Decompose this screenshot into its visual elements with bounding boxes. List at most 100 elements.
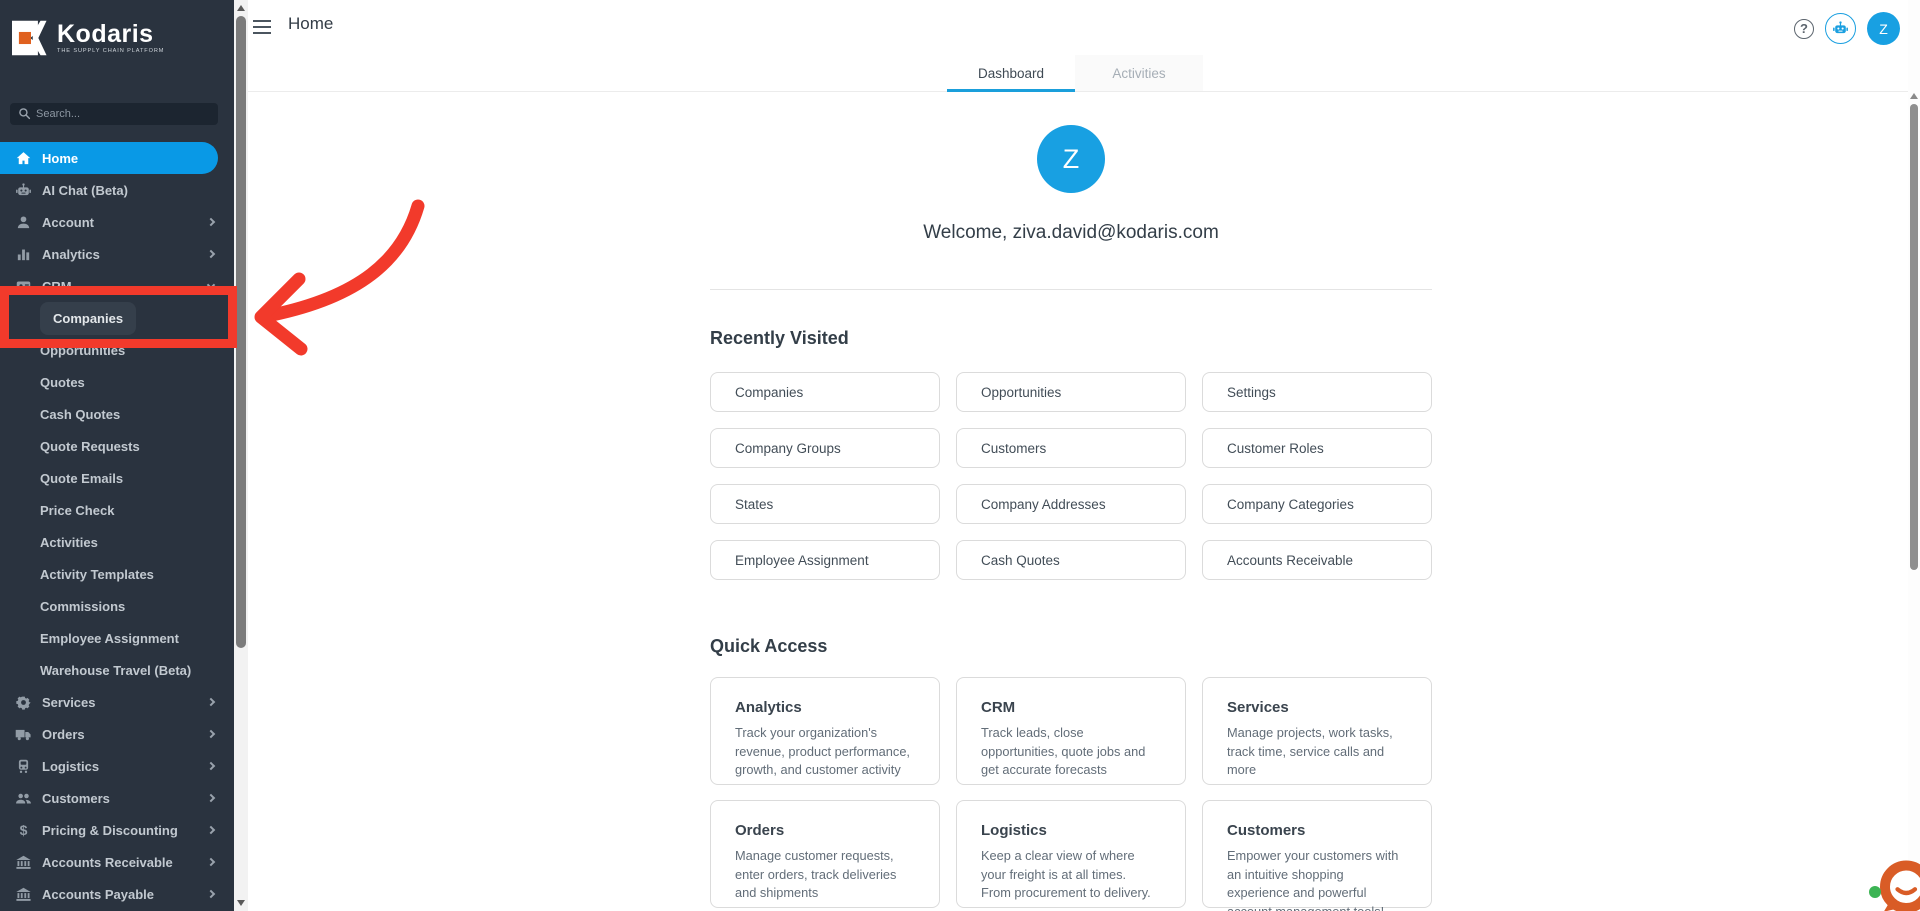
- divider: [710, 289, 1432, 290]
- sidebar-item-ai-chat[interactable]: AI Chat (Beta): [0, 174, 234, 206]
- truck-icon: [15, 726, 32, 743]
- recently-visited-heading: Recently Visited: [710, 328, 849, 348]
- sidebar-item-orders[interactable]: Orders: [0, 718, 234, 750]
- brand-name: Kodaris: [57, 20, 154, 48]
- welcome-text: Welcome, ziva.david@kodaris.com: [923, 222, 1219, 243]
- recently-visited-grid: Companies Opportunities Settings Company…: [710, 372, 1432, 580]
- bank-icon: [15, 854, 32, 871]
- sidebar-item-crm[interactable]: CRM: [0, 270, 234, 302]
- chat-widget-button[interactable]: [1875, 858, 1920, 911]
- recently-visited-card[interactable]: Customers: [956, 428, 1186, 468]
- sidebar-item-cash-quotes[interactable]: Cash Quotes: [40, 406, 121, 422]
- quick-access-card-logistics[interactable]: Logistics Keep a clear view of where you…: [956, 800, 1186, 908]
- sidebar-item-services[interactable]: Services: [0, 686, 234, 718]
- sidebar-item-accounts-receivable[interactable]: Accounts Receivable: [0, 846, 234, 878]
- quick-access-card-customers[interactable]: Customers Empower your customers with an…: [1202, 800, 1432, 911]
- recently-visited-card[interactable]: Employee Assignment: [710, 540, 940, 580]
- tab-activities[interactable]: Activities: [1075, 55, 1203, 91]
- recently-visited-card[interactable]: Opportunities: [956, 372, 1186, 412]
- home-icon: [15, 150, 32, 167]
- main-scrollbar[interactable]: [1908, 0, 1920, 911]
- ai-chat-button[interactable]: [1825, 13, 1856, 44]
- chevron-down-icon: [206, 280, 216, 290]
- sidebar-item-commissions[interactable]: Commissions: [40, 598, 126, 614]
- sidebar-item-quote-emails[interactable]: Quote Emails: [40, 470, 124, 486]
- chevron-right-icon: [206, 249, 216, 259]
- welcome-avatar: Z: [1037, 125, 1105, 193]
- sidebar-item-pricing-discounting[interactable]: $ Pricing & Discounting: [0, 814, 234, 846]
- sidebar-item-quotes[interactable]: Quotes: [40, 374, 85, 390]
- sidebar-item-quote-requests[interactable]: Quote Requests: [40, 438, 140, 454]
- chevron-right-icon: [206, 889, 216, 899]
- recently-visited-card[interactable]: Accounts Receivable: [1202, 540, 1432, 580]
- page-title: Home: [288, 14, 334, 33]
- robot-icon: [1833, 21, 1848, 34]
- scroll-down-arrow[interactable]: [237, 900, 245, 906]
- chevron-right-icon: [206, 217, 216, 227]
- kodaris-logo-icon: [12, 20, 47, 56]
- scrollbar-thumb[interactable]: [1910, 104, 1918, 570]
- robot-icon: [15, 182, 32, 199]
- quick-access-card-analytics[interactable]: Analytics Track your organization's reve…: [710, 677, 940, 785]
- sidebar-item-analytics[interactable]: Analytics: [0, 238, 234, 270]
- dashboard-content: Z Welcome, ziva.david@kodaris.com Recent…: [710, 92, 1432, 911]
- scroll-up-arrow[interactable]: [237, 5, 245, 11]
- sidebar-item-activities[interactable]: Activities: [40, 534, 98, 550]
- quick-access-card-orders[interactable]: Orders Manage customer requests, enter o…: [710, 800, 940, 908]
- chevron-right-icon: [206, 793, 216, 803]
- sidebar: Kodaris THE SUPPLY CHAIN PLATFORM Home A…: [0, 0, 234, 911]
- recently-visited-card[interactable]: Company Addresses: [956, 484, 1186, 524]
- online-status-dot: [1869, 886, 1881, 898]
- brand-logo[interactable]: Kodaris THE SUPPLY CHAIN PLATFORM: [0, 0, 234, 64]
- chevron-right-icon: [206, 857, 216, 867]
- sidebar-item-accounts-payable[interactable]: Accounts Payable: [0, 878, 234, 910]
- quick-access-heading: Quick Access: [710, 636, 828, 656]
- sidebar-item-logistics[interactable]: Logistics: [0, 750, 234, 782]
- quick-access-card-services[interactable]: Services Manage projects, work tasks, tr…: [1202, 677, 1432, 785]
- recently-visited-card[interactable]: Settings: [1202, 372, 1432, 412]
- chevron-right-icon: [206, 761, 216, 771]
- search-input[interactable]: [10, 103, 218, 125]
- quick-access-grid: Analytics Track your organization's reve…: [710, 677, 1432, 911]
- recently-visited-card[interactable]: Companies: [710, 372, 940, 412]
- recently-visited-card[interactable]: Customer Roles: [1202, 428, 1432, 468]
- sidebar-item-companies[interactable]: Companies: [0, 301, 234, 335]
- tab-bar: Dashboard Activities: [248, 55, 1908, 92]
- scroll-up-arrow[interactable]: [1910, 93, 1918, 99]
- sidebar-item-price-check[interactable]: Price Check: [40, 502, 115, 518]
- dollar-icon: $: [19, 822, 28, 838]
- sidebar-item-home[interactable]: Home: [0, 142, 218, 174]
- chat-bubble-icon: [1880, 860, 1920, 911]
- recently-visited-card[interactable]: Company Groups: [710, 428, 940, 468]
- person-icon: [15, 214, 32, 231]
- help-icon[interactable]: ?: [1794, 18, 1814, 39]
- recently-visited-card[interactable]: States: [710, 484, 940, 524]
- sidebar-scrollbar[interactable]: [234, 0, 248, 911]
- tab-dashboard[interactable]: Dashboard: [947, 55, 1075, 92]
- sidebar-item-account[interactable]: Account: [0, 206, 234, 238]
- brand-tagline: THE SUPPLY CHAIN PLATFORM: [57, 48, 165, 54]
- recently-visited-card[interactable]: Cash Quotes: [956, 540, 1186, 580]
- chevron-right-icon: [206, 697, 216, 707]
- sidebar-item-customers[interactable]: Customers: [0, 782, 234, 814]
- crm-icon: [15, 278, 32, 295]
- topbar: Home ? Z: [248, 0, 1908, 55]
- bar-chart-icon: [15, 246, 32, 263]
- scrollbar-thumb[interactable]: [236, 16, 246, 648]
- gear-icon: [15, 694, 32, 711]
- search-icon: [19, 108, 31, 120]
- chevron-right-icon: [206, 729, 216, 739]
- sidebar-search: [10, 103, 218, 125]
- user-avatar[interactable]: Z: [1867, 12, 1900, 45]
- people-icon: [15, 790, 32, 807]
- recently-visited-card[interactable]: Company Categories: [1202, 484, 1432, 524]
- main-area: Home ? Z Dashboard Activities Z Welcome,…: [248, 0, 1908, 911]
- bank-icon: [15, 886, 32, 903]
- sidebar-item-activity-templates[interactable]: Activity Templates: [40, 566, 154, 582]
- sidebar-item-employee-assignment[interactable]: Employee Assignment: [40, 630, 179, 646]
- train-icon: [15, 758, 32, 775]
- sidebar-item-opportunities[interactable]: Opportunities: [40, 342, 126, 358]
- quick-access-card-crm[interactable]: CRM Track leads, close opportunities, qu…: [956, 677, 1186, 785]
- hamburger-menu-icon[interactable]: [253, 20, 271, 34]
- sidebar-item-warehouse-travel[interactable]: Warehouse Travel (Beta): [40, 662, 192, 678]
